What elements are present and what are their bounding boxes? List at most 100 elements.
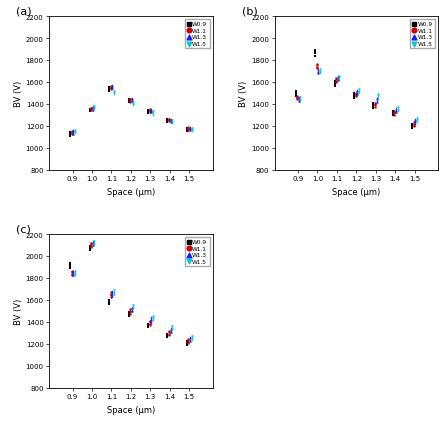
Point [409,124,416,131]
Point [125,98,132,105]
Point [146,322,153,329]
Point [183,342,190,348]
Point [297,97,304,104]
Point [373,98,380,105]
Point [67,265,74,272]
Point [188,335,195,342]
Point [68,130,75,137]
Point [68,272,75,279]
Point [110,287,117,294]
Point [313,61,320,68]
Point [105,297,113,304]
Point [167,116,174,123]
Point [144,324,152,331]
Point [88,107,95,114]
Point [70,130,77,137]
Point [355,87,362,94]
Point [109,82,116,89]
Point [164,117,171,124]
Point [336,77,343,84]
Point [88,105,95,112]
Point [91,106,98,113]
Y-axis label: BV (V): BV (V) [14,298,23,324]
Point [183,339,190,346]
Point [354,89,361,95]
Point [392,108,400,115]
Point [391,108,398,115]
Point [165,329,173,336]
Legend: W0.9, W1.1, W1.3, W1.5: W0.9, W1.1, W1.3, W1.5 [410,20,435,49]
Point [146,109,153,116]
Point [144,323,152,330]
Point [68,268,75,275]
Point [295,97,302,104]
Point [185,125,192,132]
Point [86,245,93,251]
Point [107,289,114,296]
Point [334,73,341,80]
Point [127,311,134,317]
Point [110,89,117,96]
Text: (b): (b) [242,6,258,16]
Point [315,68,322,75]
Point [186,127,194,133]
Point [167,120,174,127]
Point [149,109,156,115]
Point [292,93,299,100]
Point [110,88,117,95]
Point [169,120,176,127]
Point [105,300,113,307]
Point [91,104,98,111]
Point [333,78,340,85]
Point [127,99,134,106]
Point [107,291,114,297]
Point [167,117,174,124]
Point [185,126,192,133]
Point [149,315,156,322]
Point [413,115,421,122]
Point [68,129,75,135]
Point [70,268,77,275]
Point [295,96,302,103]
Point [149,314,156,321]
Point [125,308,132,315]
Point [125,97,132,104]
Point [350,91,358,98]
Point [67,262,74,268]
Point [89,104,96,110]
Point [312,49,319,56]
Point [371,101,379,108]
Point [297,96,304,103]
Point [164,334,171,341]
Point [350,92,358,99]
Point [169,121,176,127]
Point [107,84,114,91]
Point [105,87,113,94]
Point [373,100,380,106]
Point [86,108,93,115]
Point [167,329,174,336]
Point [292,90,299,97]
Point [105,84,113,91]
Point [394,106,401,112]
Point [89,238,96,245]
Point [125,310,132,317]
Point [169,324,176,331]
Point [186,126,194,132]
Point [188,337,195,343]
Point [107,83,114,90]
Point [164,333,171,340]
Point [164,331,171,337]
Point [312,53,319,60]
Point [373,97,380,104]
Point [165,332,173,339]
Point [164,117,171,124]
Point [316,69,323,76]
Point [144,109,152,115]
Point [88,242,95,249]
X-axis label: Space (μm): Space (μm) [332,187,380,196]
Point [107,294,114,300]
Point [148,109,155,116]
Point [313,63,320,70]
Point [88,106,95,113]
